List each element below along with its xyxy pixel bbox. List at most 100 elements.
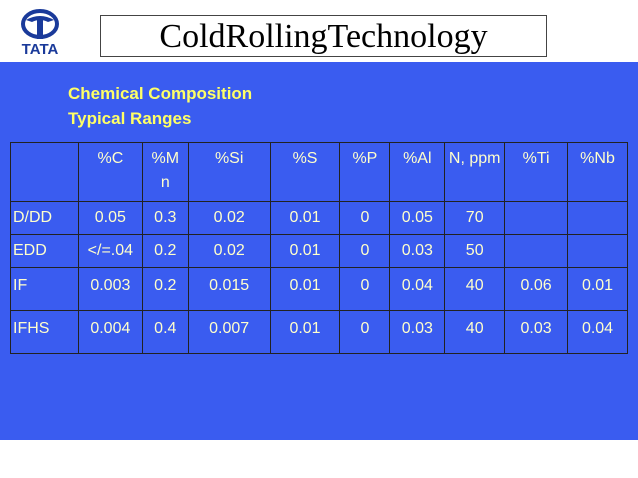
cell-text: 0 [360, 277, 370, 294]
cell-text: 0.01 [581, 277, 614, 294]
table-cell: 0.01 [269, 310, 341, 354]
column-header: %C [97, 150, 124, 167]
table-cell [567, 201, 628, 235]
title: ColdRollingTechnology [100, 15, 547, 57]
table-cell: 70 [444, 201, 506, 235]
column-header: %Ti [522, 150, 550, 167]
logo: TATA [21, 9, 59, 58]
cell-text: 0.4 [154, 320, 177, 337]
cell-text: 0 [360, 242, 370, 259]
cell-text: 0.04 [581, 320, 614, 337]
table-cell: 40 [444, 310, 506, 354]
cell-text: 0.007 [209, 320, 250, 337]
table-row: %C %Mn %Si %S %P %Al N, ppm %Ti %Nb [10, 142, 628, 202]
table-cell: 0.06 [504, 267, 569, 311]
table-cell: 0.2 [141, 267, 189, 311]
table-cell: 0.02 [187, 234, 271, 268]
logo-text: TATA [22, 41, 59, 58]
table-cell: 0.003 [77, 267, 143, 311]
column-header: %Mn [151, 150, 180, 191]
cell-text: 0.01 [289, 242, 321, 259]
cell-text: D/DD [13, 209, 53, 226]
table-cell: %Al [389, 142, 446, 202]
cell-text: 0.02 [213, 242, 245, 259]
cell-text: 0.03 [520, 320, 552, 337]
cell-text: 0 [360, 209, 370, 226]
table-cell: 0.05 [389, 201, 446, 235]
table-cell [567, 234, 628, 268]
cell-text: 40 [465, 277, 484, 294]
cell-text: 0.05 [94, 209, 126, 226]
table-cell: 0 [339, 234, 391, 268]
table-cell: 0.4 [141, 310, 189, 354]
column-header: %S [292, 150, 318, 167]
table-cell: 0.05 [77, 201, 143, 235]
cell-text: 70 [465, 209, 484, 226]
cell-text: 0.2 [154, 277, 177, 294]
cell-text: EDD [13, 242, 47, 259]
table-cell [10, 142, 79, 202]
table-cell: 0 [339, 201, 391, 235]
cell-text: 50 [465, 242, 484, 259]
table-cell: 0.01 [269, 201, 341, 235]
table-cell: %S [269, 142, 341, 202]
table-cell: 0.03 [389, 310, 446, 354]
column-header: %Al [403, 150, 432, 167]
table-cell: 0.02 [187, 201, 271, 235]
table-cell [504, 201, 569, 235]
table-cell: IF [10, 267, 79, 311]
cell-text: 0.004 [90, 320, 131, 337]
table-cell: 0.01 [269, 267, 341, 311]
table-cell: %C [77, 142, 143, 202]
table-row: IF 0.003 0.2 0.015 0.01 0 0.04 40 0.06 0.01 [10, 267, 628, 311]
table-cell: D/DD [10, 201, 79, 235]
table-cell: 0.004 [77, 310, 143, 354]
table-cell: 0.01 [269, 234, 341, 268]
cell-text: 0.02 [213, 209, 245, 226]
cell-text: IF [13, 277, 28, 294]
cell-text: 0 [360, 320, 370, 337]
cell-text: 40 [465, 320, 484, 337]
column-header: %Si [214, 150, 244, 167]
table-cell: %Nb [567, 142, 628, 202]
table-cell: %P [339, 142, 391, 202]
column-header: %Nb [580, 150, 615, 167]
cell-text: 0.01 [289, 277, 321, 294]
cell-text: 0.06 [520, 277, 552, 294]
table-cell: N, ppm [444, 142, 506, 202]
table-cell: 50 [444, 234, 506, 268]
cell-text: 0.2 [154, 242, 177, 259]
cell-text: 0.003 [90, 277, 131, 294]
composition-table: %C %Mn %Si %S %P %Al N, ppm %Ti %Nb D/DD 0.05 0.3 0.… [10, 142, 628, 354]
cell-text: 0.015 [209, 277, 250, 294]
table-row: IFHS 0.004 0.4 0.007 0.01 0 0.03 40 0.03 0.04 [10, 310, 628, 354]
table-cell: IFHS [10, 310, 79, 354]
table-cell: 0.2 [141, 234, 189, 268]
cell-text: 0.3 [154, 209, 177, 226]
cell-text: </=.04 [87, 242, 134, 259]
cell-text: 0.03 [401, 320, 433, 337]
table-cell: 0.03 [389, 234, 446, 268]
table-cell [504, 234, 569, 268]
table-cell: 0.04 [389, 267, 446, 311]
table-cell: 0 [339, 310, 391, 354]
table-cell: </=.04 [77, 234, 143, 268]
table-cell: %Si [187, 142, 271, 202]
cell-text: 0.01 [289, 209, 321, 226]
table-cell: 0.015 [187, 267, 271, 311]
cell-text: 0.05 [401, 209, 433, 226]
table-row: EDD </=.04 0.2 0.02 0.01 0 0.03 50 [10, 234, 628, 268]
table-cell: %Mn [141, 142, 189, 202]
column-header: %P [352, 150, 378, 167]
subtitle: Typical Ranges [68, 109, 192, 128]
cell-text: IFHS [13, 320, 50, 337]
column-header: N, ppm [448, 150, 501, 167]
table-cell: %Ti [504, 142, 569, 202]
cell-text: 0.03 [401, 242, 433, 259]
table-cell: 0.04 [567, 310, 628, 354]
table-cell: 0.007 [187, 310, 271, 354]
table-cell: 0 [339, 267, 391, 311]
table-cell: 0.3 [141, 201, 189, 235]
table-cell: 40 [444, 267, 506, 311]
